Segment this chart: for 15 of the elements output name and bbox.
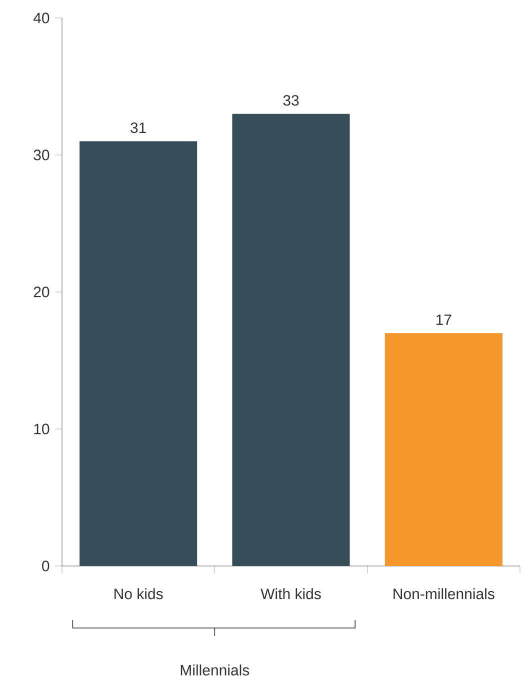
x-tick-label: With kids — [260, 588, 321, 600]
bar — [384, 333, 502, 566]
bar — [232, 114, 350, 566]
y-tick-label: 10 — [34, 424, 50, 434]
text: Millennials — [180, 664, 250, 676]
y-tick-label: 0 — [42, 560, 50, 572]
data-label: 31 — [130, 122, 146, 134]
bar — [80, 141, 198, 566]
data-label: 17 — [436, 314, 452, 325]
y-tick-label: 20 — [34, 286, 50, 298]
y-tick-label: 30 — [34, 150, 50, 160]
data-label: 33 — [283, 95, 299, 106]
y-tick-label: 40 — [33, 12, 50, 24]
x-tick-label: No kids — [114, 588, 163, 600]
x-tick-label: Non-millennials — [394, 588, 494, 600]
